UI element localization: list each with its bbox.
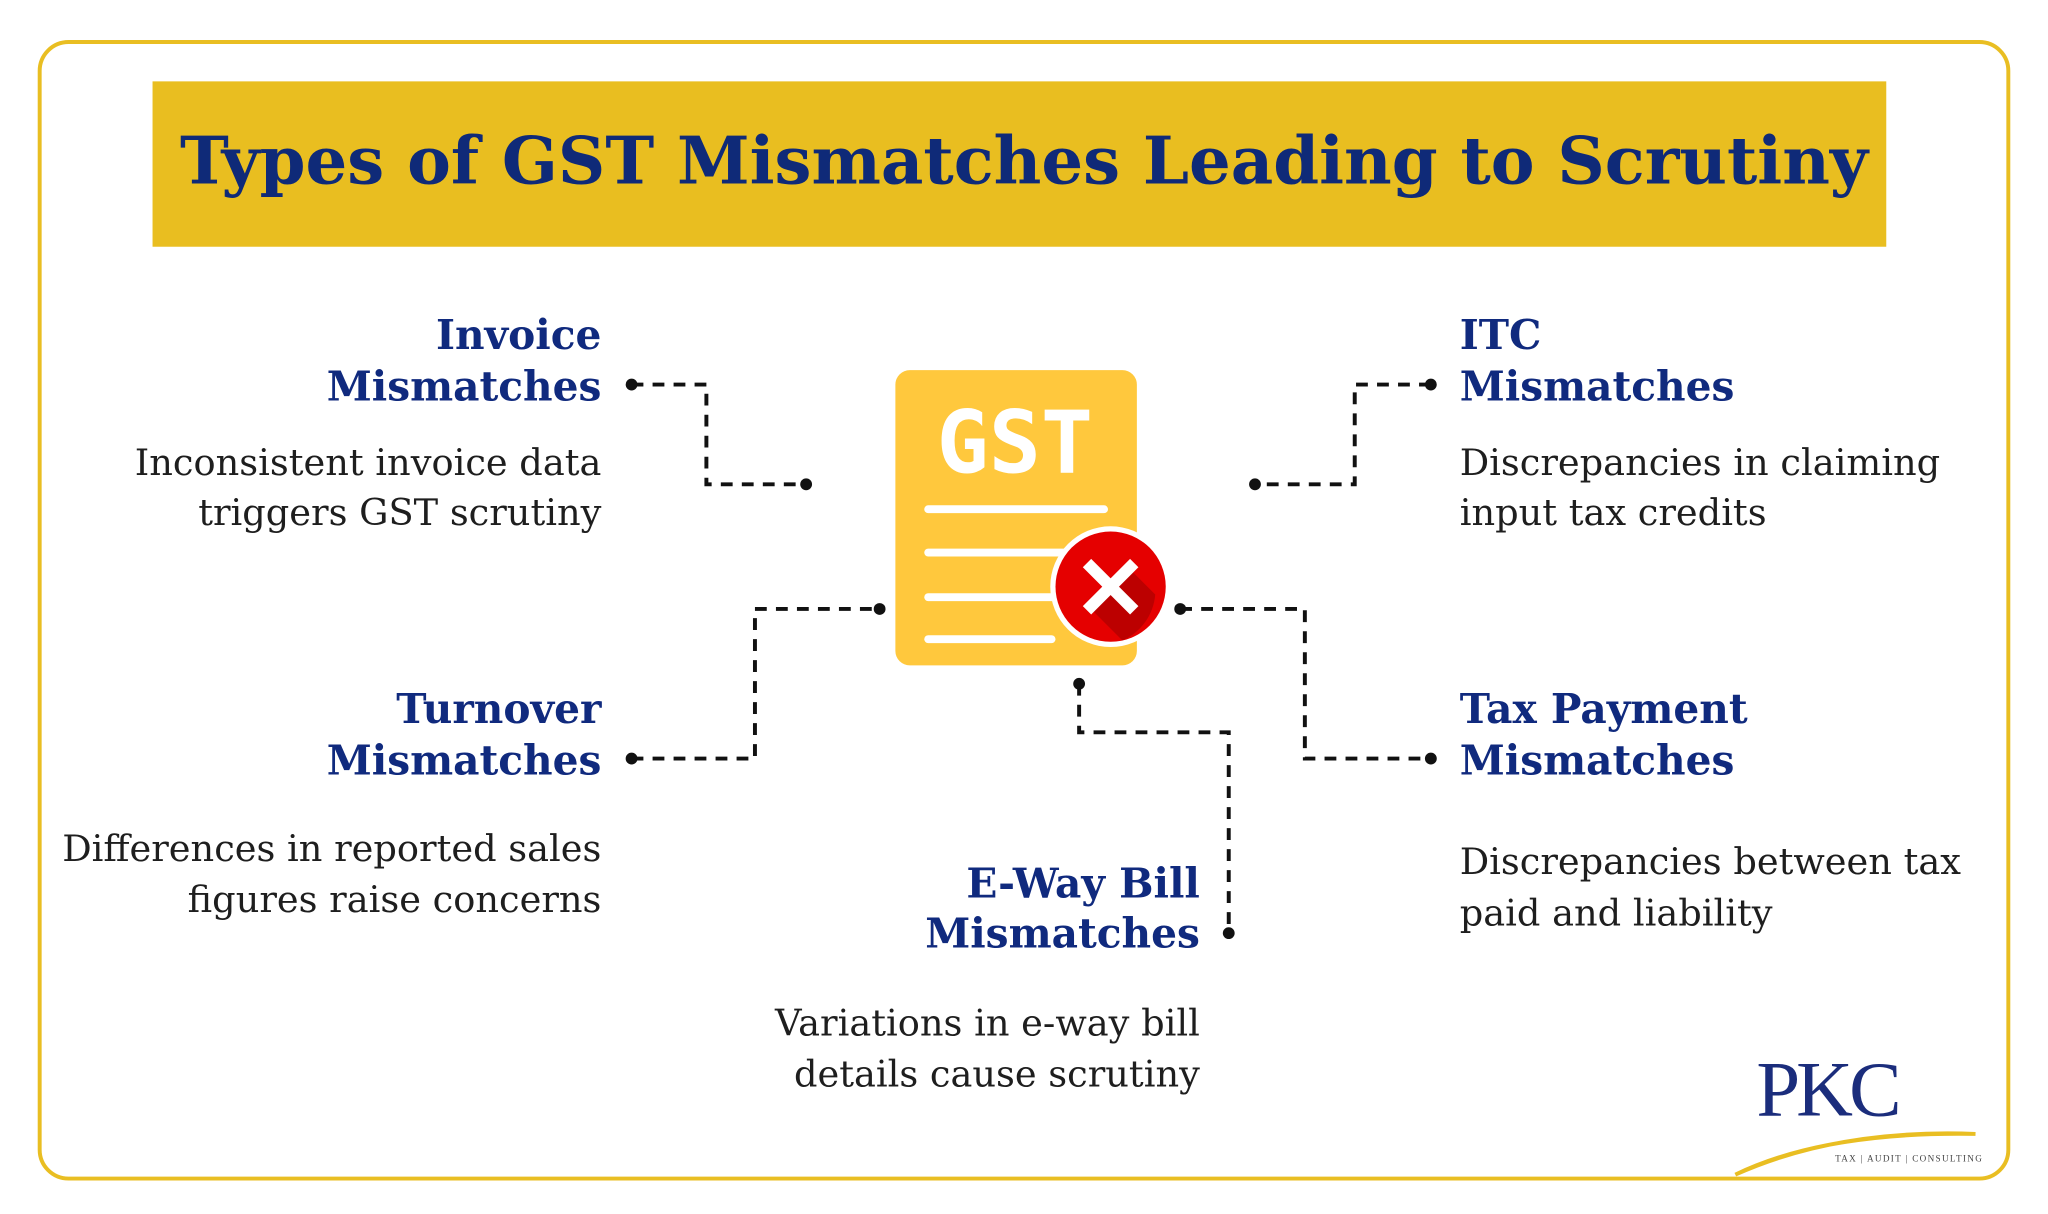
item-itc-mismatches: ITC Mismatches Discrepancies in claiming… — [1460, 311, 1940, 534]
connector-eway — [1077, 683, 1231, 934]
connector-itc — [1254, 382, 1431, 487]
item-heading: Mismatches — [1460, 736, 1735, 784]
item-description: paid and liability — [1460, 891, 1773, 934]
item-description: figures raise concerns — [188, 878, 602, 921]
item-heading: Tax Payment — [1460, 685, 1748, 733]
item-description: Discrepancies between tax — [1460, 840, 1962, 883]
connector-tax-payment — [1180, 607, 1431, 761]
logo-tagline: TAX | AUDIT | CONSULTING — [1835, 1154, 1983, 1164]
item-heading: Mismatches — [925, 910, 1200, 958]
item-description: details cause scrutiny — [794, 1053, 1200, 1096]
item-heading: Mismatches — [327, 362, 602, 410]
connector-dots — [625, 378, 1437, 940]
item-heading: Invoice — [436, 311, 601, 359]
logo-swoosh — [1734, 1131, 1976, 1177]
item-heading: E-Way Bill — [966, 860, 1199, 908]
gst-label: GST — [937, 393, 1093, 493]
item-heading: ITC — [1460, 311, 1542, 359]
item-invoice-mismatches: Invoice Mismatches Inconsistent invoice … — [135, 311, 602, 534]
item-description: Inconsistent invoice data — [135, 441, 602, 484]
item-description: Variations in e-way bill — [774, 1002, 1200, 1045]
item-turnover-mismatches: Turnover Mismatches Differences in repor… — [62, 685, 602, 921]
pkc-logo: PKC TAX | AUDIT | CONSULTING — [1734, 1047, 1983, 1177]
item-heading: Mismatches — [327, 736, 602, 784]
item-eway-bill-mismatches: E-Way Bill Mismatches Variations in e-wa… — [774, 860, 1200, 1096]
connector-turnover — [631, 607, 880, 761]
page-title: Types of GST Mismatches Leading to Scrut… — [180, 123, 1870, 200]
item-heading: Mismatches — [1460, 362, 1735, 410]
error-x-icon — [1050, 526, 1171, 648]
gst-document-error-icon: GST — [895, 370, 1171, 666]
title-banner — [152, 81, 1887, 247]
item-description: triggers GST scrutiny — [198, 491, 601, 534]
item-heading: Turnover — [396, 685, 602, 733]
logo-name: PKC — [1756, 1047, 1898, 1134]
item-tax-payment-mismatches: Tax Payment Mismatches Discrepancies bet… — [1460, 685, 1962, 934]
connectors — [625, 378, 1437, 940]
item-description: Differences in reported sales — [62, 827, 601, 870]
item-description: input tax credits — [1460, 491, 1767, 534]
item-description: Discrepancies in claiming — [1460, 441, 1940, 484]
